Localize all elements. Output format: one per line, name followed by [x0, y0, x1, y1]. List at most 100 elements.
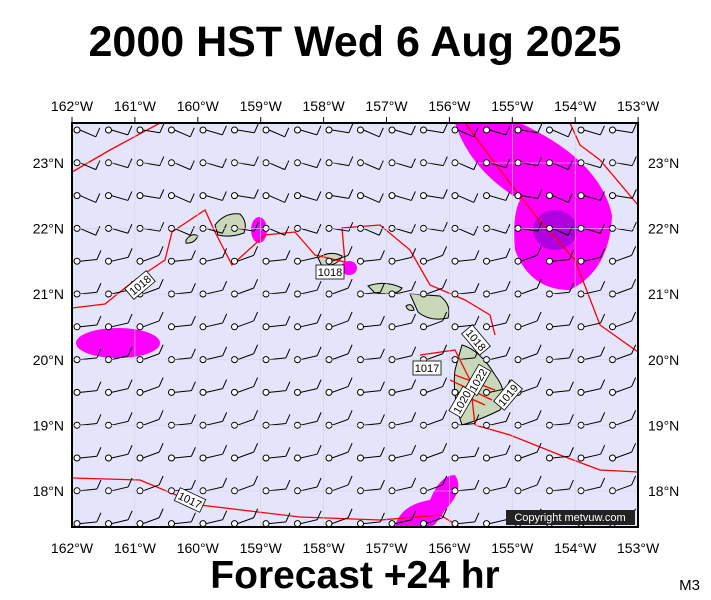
barb-shaft [489, 355, 507, 361]
lon-label-bottom: 155°W [491, 540, 534, 556]
barb-shaft [615, 418, 632, 426]
barb-feather [474, 250, 480, 260]
barb-feather [253, 508, 259, 518]
wind-barb [546, 315, 574, 331]
barb-shaft [79, 390, 97, 393]
barb-shaft [300, 322, 318, 328]
barb-shaft [174, 291, 192, 295]
barb-station [388, 126, 396, 134]
barb-shaft [457, 521, 475, 525]
barb-feather [96, 414, 102, 424]
barb-feather [473, 160, 479, 170]
barb-station [483, 323, 490, 331]
barb-feather [536, 344, 542, 354]
barb-shaft [205, 322, 223, 328]
barb-shaft [489, 256, 507, 262]
barb-feather [600, 280, 606, 291]
wind-barb [325, 123, 354, 134]
barb-station [483, 520, 490, 527]
barb-station [105, 520, 112, 527]
barb-station [168, 192, 175, 200]
barb-station [577, 454, 585, 462]
barb-shaft [394, 129, 412, 136]
wind-barb [199, 191, 227, 201]
barb-feather [253, 189, 259, 199]
barb-shaft [237, 353, 254, 361]
barb-shaft [142, 129, 160, 134]
barb-feather [127, 125, 133, 136]
wind-barb [73, 512, 102, 527]
barb-feather [284, 127, 290, 138]
barb-feather [379, 381, 385, 391]
wind-barb [73, 126, 101, 138]
barb-station [294, 454, 301, 462]
barb-feather [95, 193, 101, 203]
barb-feather [253, 221, 259, 232]
barb-station [451, 454, 459, 462]
barb-shaft [394, 256, 412, 262]
barb-feather [347, 442, 353, 453]
barb-feather [379, 414, 385, 424]
wind-barb [231, 508, 259, 527]
barb-feather [379, 512, 385, 523]
barb-shaft [111, 162, 129, 169]
barb-station [641, 225, 647, 231]
barb-feather [347, 508, 353, 518]
barb-feather [347, 311, 353, 322]
barb-feather [96, 479, 102, 490]
barb-shaft [111, 519, 129, 525]
wind-barb [609, 311, 637, 331]
barb-feather [474, 414, 480, 424]
barb-shaft [615, 386, 632, 393]
wind-barb [546, 250, 574, 265]
barb-feather [284, 226, 290, 236]
wind-barb [483, 313, 511, 331]
wind-barb [357, 315, 385, 331]
wind-barb [577, 313, 606, 331]
wind-barb [420, 508, 448, 527]
barb-shaft [142, 320, 160, 328]
barb-shaft [237, 320, 254, 328]
barb-station [105, 257, 112, 265]
barb-shaft [647, 130, 663, 137]
barb-shaft [394, 453, 412, 459]
barb-shaft [647, 456, 664, 458]
barb-station [136, 454, 144, 462]
wind-barb [483, 444, 511, 462]
barb-station [105, 126, 112, 134]
barb-feather [222, 412, 228, 422]
barb-shaft [205, 195, 223, 201]
barb-feather [316, 280, 322, 291]
barb-shaft [647, 325, 664, 327]
wind-barb [451, 192, 479, 203]
barb-feather [536, 311, 542, 322]
barb-station [262, 520, 270, 527]
wind-barb [641, 127, 667, 137]
wind-barb [451, 126, 479, 138]
barb-shaft [426, 484, 443, 492]
barb-shaft [363, 488, 381, 492]
barb-shaft [111, 388, 129, 393]
barb-shaft [331, 129, 349, 134]
barb-shaft [394, 355, 412, 361]
barb-shaft [142, 353, 160, 361]
barb-feather [631, 344, 637, 354]
barb-shaft [300, 289, 318, 295]
barb-feather [253, 344, 259, 354]
wind-barb [609, 189, 637, 200]
lat-label-left: 23°N [33, 155, 64, 171]
barb-feather [568, 381, 574, 391]
barb-station [199, 192, 207, 200]
barb-feather [158, 475, 164, 486]
barb-feather [505, 191, 511, 201]
barb-feather [663, 128, 667, 137]
wind-barb [451, 447, 480, 462]
wind-barb [73, 192, 101, 203]
barb-station [420, 388, 427, 396]
lat-label-right: 19°N [648, 417, 679, 433]
barb-feather [379, 479, 385, 490]
barb-shaft [363, 324, 381, 328]
wind-barb [451, 250, 480, 265]
barb-feather [411, 510, 417, 520]
wind-barb [325, 311, 353, 331]
